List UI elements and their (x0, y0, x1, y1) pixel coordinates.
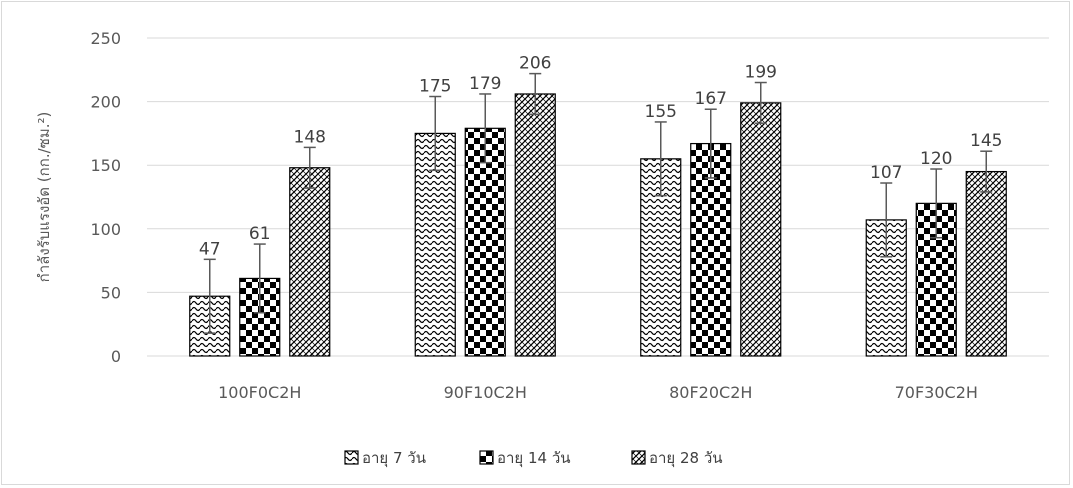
data-label: 107 (870, 163, 902, 183)
data-label: 145 (970, 131, 1002, 151)
y-tick-label: 100 (90, 220, 121, 239)
data-label: 175 (419, 77, 451, 97)
y-tick-label: 150 (90, 156, 121, 175)
legend-label: อายุ 14 วัน (497, 449, 571, 468)
x-category-label: 80F20C2H (669, 383, 752, 402)
bar (514, 93, 556, 357)
bar (690, 142, 732, 357)
data-label: 120 (920, 149, 952, 169)
legend-swatch (479, 450, 494, 465)
y-tick-label: 50 (101, 283, 121, 302)
y-tick-label: 0 (111, 347, 121, 366)
data-label: 47 (199, 239, 221, 259)
data-label: 199 (745, 63, 777, 83)
legend-swatch (631, 450, 646, 465)
data-label: 155 (645, 102, 677, 122)
x-category-label: 70F30C2H (895, 383, 978, 402)
bar (464, 127, 506, 357)
data-label: 167 (695, 89, 727, 109)
bar (289, 167, 331, 357)
legend-swatch (344, 450, 359, 465)
data-label: 206 (519, 54, 551, 74)
data-label: 148 (294, 127, 326, 147)
data-label: 61 (249, 224, 271, 244)
y-tick-label: 250 (90, 29, 121, 48)
bar (965, 170, 1007, 357)
data-label: 179 (469, 74, 501, 94)
x-category-label: 90F10C2H (444, 383, 527, 402)
y-axis-title: กำลังรับแรงอัด (กก./ซม.²) (35, 112, 53, 283)
x-category-label: 100F0C2H (218, 383, 301, 402)
bar (740, 102, 782, 357)
legend-label: อายุ 7 วัน (362, 449, 426, 468)
legend-label: อายุ 28 วัน (649, 449, 723, 468)
y-tick-label: 200 (90, 93, 121, 112)
